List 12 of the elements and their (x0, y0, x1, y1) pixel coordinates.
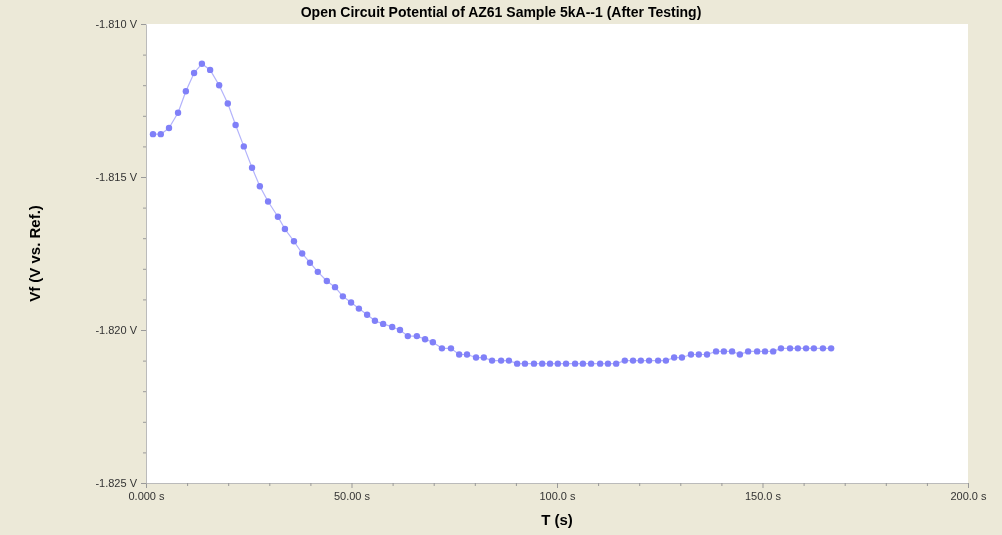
y-tick-label: -1.815 V (95, 171, 138, 184)
x-tick-label: 50.00 s (333, 489, 371, 502)
x-tick-label: 0.000 s (128, 489, 166, 502)
x-tick-label: 100.0 s (539, 489, 577, 502)
x-axis-title: T (s) (541, 511, 573, 528)
y-tick-label: -1.820 V (95, 324, 138, 337)
y-tick-label: -1.825 V (95, 477, 138, 490)
x-tick-label: 150.0 s (744, 489, 782, 502)
y-axis-title: Vf (V vs. Ref.) (26, 205, 43, 302)
y-tick-label: -1.810 V (95, 18, 138, 31)
x-tick-label: 200.0 s (950, 489, 988, 502)
chart-title: Open Circuit Potential of AZ61 Sample 5kA--1 (After Testing) (300, 4, 702, 20)
